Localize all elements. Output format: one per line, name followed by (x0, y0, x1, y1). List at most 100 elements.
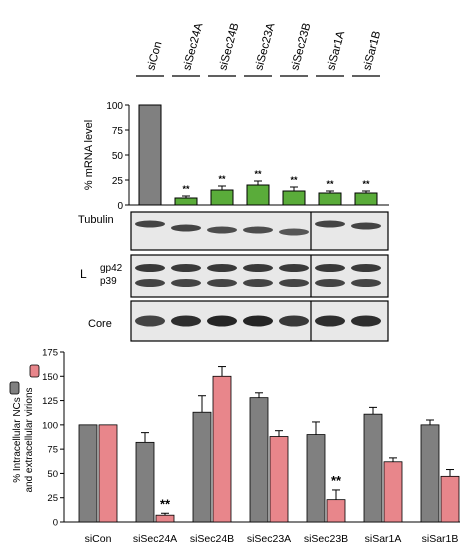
virion-y-axis-label-line2: and extracellular virions (24, 387, 35, 492)
mrna-bar-sisar1b (354, 192, 378, 206)
mrna-bar-sisec24a (174, 197, 198, 206)
virion-category-label-sicon: siCon (85, 533, 112, 545)
lane-label-sisec24a: siSec24A (181, 21, 205, 71)
virion-category-label-sisec24a: siSec24A (133, 533, 177, 545)
virion-bar-sisec24a-series-2 (155, 514, 175, 523)
legend-swatch-extracellular (29, 364, 40, 378)
blot-band-core (279, 315, 309, 327)
blot-band-p39 (171, 279, 201, 287)
blot-band-gp42 (279, 264, 309, 272)
blot-label-tubulin: Tubulin (78, 214, 114, 226)
mrna-significance: ** (182, 184, 190, 194)
virion-bar-sisec24a-series-1 (135, 441, 155, 523)
blot-band-core (207, 315, 237, 327)
virion-significance: ** (160, 496, 171, 511)
mrna-significance: ** (254, 169, 262, 179)
western-blots (130, 211, 389, 342)
virion-bar-sicon-series-1 (78, 424, 98, 523)
blot-band-p39 (279, 279, 309, 287)
blot-band-tubulin (243, 226, 273, 234)
virion-category-label-sisec23b: siSec23B (304, 533, 348, 545)
blot-band-gp42 (207, 264, 237, 272)
virion-bar-sisec23b-series-1 (306, 434, 326, 523)
mrna-significance: ** (326, 179, 334, 189)
blot-band-p39: p39 (100, 276, 117, 287)
lane-label-sisec23a: siSec23A (253, 21, 277, 71)
mrna-y-axis-label: % mRNA level (83, 120, 95, 190)
mrna-bar-sisec24b (210, 189, 234, 206)
virion-y-axis-label-line1: % Intracellular NCs (12, 397, 23, 483)
mrna-bar-sicon (138, 104, 162, 206)
mrna-y-tick-label: 25 (112, 176, 124, 187)
virion-bar-sisar1a-series-2 (383, 461, 403, 523)
lane-label-sicon: siCon (145, 40, 164, 72)
virion-y-tick-label: 100 (42, 420, 58, 431)
blot-band-tubulin (171, 224, 201, 232)
virion-bar-sisec24b-series-2 (212, 375, 232, 523)
mrna-significance: ** (218, 174, 226, 184)
lane-label-sisar1b: siSar1B (361, 29, 383, 71)
virion-category-label-sisec23a: siSec23A (247, 533, 291, 545)
blot-band-core (351, 315, 381, 327)
virion-bar-sicon-series-2 (98, 424, 118, 523)
mrna-bar-chart: 0 25 50 75 100 siCon siSec24A ** siSec24B ** siSec… (106, 21, 389, 212)
blot-band-core (315, 315, 345, 327)
virion-bar-sisar1a-series-1 (363, 413, 383, 523)
mrna-bar-sisar1a (318, 192, 342, 206)
virion-bar-sisar1b-series-2 (440, 475, 460, 523)
lane-label-sisec24b: siSec24B (217, 21, 241, 71)
blot-band-tubulin (351, 222, 381, 230)
blot-band-p39 (207, 279, 237, 287)
blot-band-gp42 (243, 264, 273, 272)
virion-bar-sisar1b-series-1 (420, 424, 440, 523)
blot-band-gp42: gp42 (100, 263, 123, 274)
blot-band-core (243, 315, 273, 327)
virion-bar-sisec23b-series-2 (326, 499, 346, 523)
mrna-y-tick-label: 50 (112, 151, 124, 162)
blot-band-p39 (315, 279, 345, 287)
blot-band-p39 (135, 279, 165, 287)
blot-band-gp42 (135, 264, 165, 272)
lane-label-sisec23b: siSec23B (289, 21, 313, 71)
blot-band-p39 (243, 279, 273, 287)
lane-label-sisar1a: siSar1A (325, 29, 347, 71)
mrna-y-tick-label: 100 (106, 101, 123, 112)
blot-band-gp42 (171, 264, 201, 272)
virion-category-label-sisar1a: siSar1A (365, 533, 402, 545)
virion-y-tick-label: 75 (47, 445, 58, 456)
virion-y-tick-label: 125 (42, 396, 58, 407)
virion-y-tick-label: 50 (47, 469, 58, 480)
blot-band-gp42 (351, 264, 381, 272)
blot-label-l: L (80, 267, 87, 281)
blot-panel-l (130, 254, 389, 298)
virion-category-label-sisar1b: siSar1B (422, 533, 459, 545)
legend-swatch-intracellular (9, 381, 20, 395)
blot-band-core (171, 315, 201, 327)
legend-swatches (9, 364, 40, 395)
mrna-bar-sisec23b (282, 190, 306, 206)
mrna-y-tick-label: 75 (112, 126, 124, 137)
blot-label-core: Core (88, 318, 112, 330)
virion-y-tick-label: 25 (47, 493, 58, 504)
mrna-y-tick-label: 0 (117, 201, 123, 212)
virion-bar-sisec23a-series-2 (269, 436, 289, 523)
virion-category-label-sisec24b: siSec24B (190, 533, 234, 545)
blot-band-gp42 (315, 264, 345, 272)
virion-y-tick-label: 0 (53, 518, 58, 529)
virion-y-tick-label: 150 (42, 372, 58, 383)
virion-bar-sisec24b-series-1 (192, 411, 212, 523)
blot-band-core (135, 315, 165, 327)
blot-band-tubulin (135, 220, 165, 228)
mrna-significance: ** (290, 175, 298, 185)
blot-band-tubulin (315, 220, 345, 228)
blot-band-tubulin (207, 226, 237, 234)
mrna-bar-sisec23a (246, 184, 270, 206)
virion-bar-sisec23a-series-1 (249, 397, 269, 523)
blot-band-p39 (351, 279, 381, 287)
virion-significance: ** (331, 473, 342, 488)
virion-y-tick-label: 175 (42, 348, 58, 359)
virion-bar-chart: 0 25 50 75 100 125 150 175 siCon siSec24A siSec24B… (42, 348, 460, 545)
blot-band-tubulin (279, 228, 309, 236)
mrna-significance: ** (362, 179, 370, 189)
